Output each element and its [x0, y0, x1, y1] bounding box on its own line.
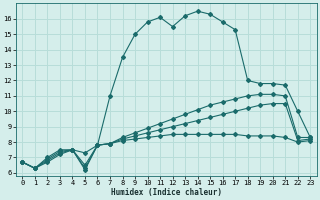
X-axis label: Humidex (Indice chaleur): Humidex (Indice chaleur) [111, 188, 222, 197]
